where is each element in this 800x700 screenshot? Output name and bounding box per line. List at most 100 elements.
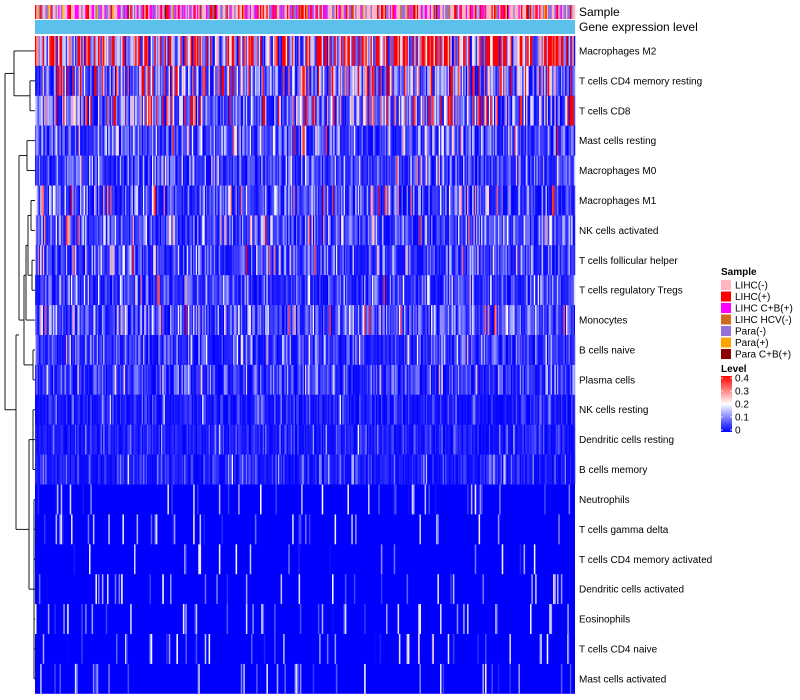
heatmap-cell xyxy=(350,364,352,395)
heatmap-cell xyxy=(203,364,205,395)
heatmap-cell xyxy=(216,215,218,246)
heatmap-cell xyxy=(296,36,298,66)
heatmap-cell xyxy=(211,36,213,66)
heatmap-cell xyxy=(86,335,88,365)
heatmap-cell xyxy=(468,275,470,306)
heatmap-cell xyxy=(239,245,241,276)
heatmap-cell xyxy=(517,245,519,276)
heatmap-cell xyxy=(96,215,99,246)
heatmap-cell xyxy=(128,305,131,335)
heatmap-cell xyxy=(91,185,94,216)
heatmap-cell xyxy=(173,185,176,216)
heatmap-cell xyxy=(460,185,463,216)
heatmap-cell xyxy=(537,125,540,156)
sample-annotation-cell xyxy=(446,5,448,19)
heatmap-cell xyxy=(112,185,114,216)
heatmap-cell xyxy=(236,65,239,96)
heatmap-cell xyxy=(447,215,450,246)
heatmap-cell xyxy=(491,364,493,395)
heatmap-cell xyxy=(288,65,290,96)
heatmap-cell xyxy=(422,36,424,66)
heatmap-cell xyxy=(103,245,105,276)
heatmap-cell xyxy=(77,275,79,306)
heatmap-row xyxy=(35,36,576,66)
heatmap-cell xyxy=(414,275,416,306)
heatmap-cell xyxy=(254,364,257,395)
heatmap-cell xyxy=(89,275,91,306)
heatmap-cell xyxy=(459,65,461,96)
heatmap-cell xyxy=(342,364,344,395)
heatmap-cell xyxy=(526,335,528,365)
heatmap-cell xyxy=(532,125,535,156)
heatmap-cell xyxy=(302,305,304,335)
heatmap-cell xyxy=(428,245,430,276)
heatmap-cell xyxy=(407,335,410,365)
heatmap-cell xyxy=(114,275,117,306)
heatmap-cell xyxy=(40,155,42,186)
heatmap-cell xyxy=(252,36,254,66)
heatmap-cell xyxy=(550,245,553,276)
heatmap-cell xyxy=(225,125,227,156)
heatmap-cell xyxy=(347,36,349,66)
heatmap-cell xyxy=(492,364,495,395)
sample-annotation-cell xyxy=(245,5,248,19)
heatmap-cell xyxy=(428,36,430,66)
heatmap-cell xyxy=(274,275,276,306)
heatmap-cell xyxy=(558,185,560,216)
heatmap-cell xyxy=(204,36,207,66)
heatmap-cell xyxy=(91,95,94,126)
heatmap-cell xyxy=(518,245,520,276)
heatmap-cell xyxy=(301,335,303,365)
heatmap-cell xyxy=(438,95,441,126)
heatmap-cell xyxy=(98,305,100,335)
sample-annotation-cell xyxy=(275,5,277,19)
heatmap-cell xyxy=(198,335,200,365)
heatmap-cell xyxy=(293,95,295,126)
heatmap-cell xyxy=(221,335,223,365)
heatmap-cell xyxy=(114,245,117,276)
heatmap-cell xyxy=(305,335,307,365)
heatmap-cell xyxy=(483,95,486,126)
heatmap-cell xyxy=(68,155,70,186)
heatmap-cell xyxy=(528,275,531,306)
heatmap-cell xyxy=(163,155,166,186)
heatmap-cell xyxy=(522,305,524,335)
heatmap-cell xyxy=(285,125,288,156)
heatmap-cell xyxy=(200,155,203,186)
heatmap-cell xyxy=(199,245,202,276)
heatmap-cell xyxy=(456,155,459,186)
heatmap-cell xyxy=(229,245,231,276)
heatmap-cell xyxy=(545,245,547,276)
heatmap-cell xyxy=(445,275,447,306)
heatmap-cell xyxy=(463,185,465,216)
heatmap-cell xyxy=(310,95,312,126)
heatmap-cell xyxy=(203,215,205,246)
heatmap-cell xyxy=(415,65,418,96)
heatmap-cell xyxy=(265,245,267,276)
heatmap-cell xyxy=(445,95,447,126)
heatmap-cell xyxy=(215,155,217,186)
heatmap-cell xyxy=(334,36,337,66)
heatmap-cell xyxy=(398,125,401,156)
heatmap-cell xyxy=(58,275,60,306)
heatmap-cell xyxy=(62,245,64,276)
heatmap-cell xyxy=(366,215,369,246)
heatmap-cell xyxy=(252,185,254,216)
heatmap-cell xyxy=(360,305,362,335)
heatmap-cell xyxy=(185,125,187,156)
heatmap-cell xyxy=(526,185,528,216)
heatmap-cell xyxy=(519,305,522,335)
heatmap-cell xyxy=(95,335,97,365)
heatmap-cell xyxy=(548,155,550,186)
heatmap-cell xyxy=(443,364,446,395)
heatmap-cell xyxy=(297,245,299,276)
heatmap-cell xyxy=(347,335,349,365)
heatmap-cell xyxy=(321,95,324,126)
heatmap-cell xyxy=(71,95,73,126)
heatmap-cell xyxy=(265,364,267,395)
heatmap-cell xyxy=(387,185,389,216)
heatmap-cell xyxy=(544,275,546,306)
sample-annotation-cell xyxy=(297,5,299,19)
heatmap-cell xyxy=(377,275,379,306)
heatmap-cell xyxy=(181,125,184,156)
